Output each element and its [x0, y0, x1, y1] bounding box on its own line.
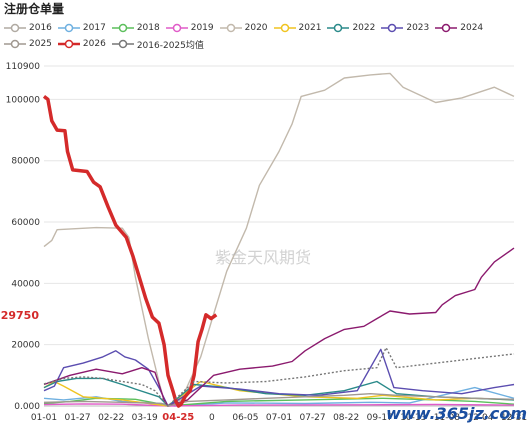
series-line-2019 — [43, 403, 515, 407]
x-tick-label: 07-01 — [266, 413, 292, 423]
legend-item[interactable]: 2016-2025均值 — [111, 36, 204, 52]
legend-item[interactable]: 2017 — [57, 20, 106, 36]
x-tick-label: 10-13 — [400, 413, 426, 423]
y-tick-label: 60000 — [11, 218, 40, 228]
series-line-2020 — [43, 72, 515, 407]
legend-item[interactable]: 2019 — [165, 20, 214, 36]
legend-item[interactable]: 2026 — [57, 36, 106, 52]
legend-item[interactable]: 2023 — [381, 20, 429, 36]
site-watermark: www.365jz.com — [386, 404, 527, 423]
x-tick-label: 08-22 — [333, 413, 359, 423]
y-tick-label: 110900 — [6, 62, 41, 72]
legend-label: 2016 — [29, 23, 52, 33]
legend-item[interactable]: 2020 — [219, 20, 268, 36]
legend-marker-icon — [273, 23, 296, 33]
legend-label: 2022 — [352, 23, 376, 33]
legend-item[interactable]: 2016 — [4, 20, 52, 36]
legend-label: 2020 — [244, 23, 268, 33]
legend-marker-icon — [327, 23, 350, 33]
series-line-2025 — [43, 393, 515, 407]
legend-marker-icon — [435, 23, 458, 33]
legend-marker-icon — [4, 39, 26, 49]
legend-item[interactable]: 2025 — [4, 36, 52, 52]
x-tick-label: 0 — [209, 413, 215, 423]
y-tick-label: 40000 — [11, 279, 40, 289]
legend: 2016 2017 2018 2019 2020 2021 2022 2023 2024 2025… — [4, 20, 529, 52]
watermark-text: 紫金天风期货 — [215, 248, 312, 267]
legend-marker-icon — [4, 23, 26, 33]
x-tick-label: 06-05 — [232, 413, 258, 423]
legend-marker-icon — [111, 39, 134, 49]
y-tick-label: 80000 — [11, 157, 40, 167]
legend-label: 2023 — [406, 23, 430, 33]
legend-label: 2021 — [298, 23, 322, 33]
series-line-2021 — [43, 380, 515, 407]
series-line-2026 — [42, 95, 218, 408]
series-line-2024 — [43, 247, 515, 407]
legend-label: 2019 — [190, 23, 214, 33]
x-tick-label: 07-27 — [299, 413, 325, 423]
legend-marker-icon — [381, 23, 404, 33]
legend-marker-icon — [111, 23, 134, 33]
legend-label: 2026 — [82, 39, 106, 49]
chart-title: 注册仓单量 — [4, 2, 65, 16]
legend-label: 2024 — [460, 23, 484, 33]
legend-item[interactable]: 2018 — [111, 20, 160, 36]
x-tick-label: 12-31 — [501, 413, 527, 423]
x-tick-label: 11-08 — [434, 413, 460, 423]
x-tick-label: 01-27 — [64, 413, 90, 423]
legend-label: 2025 — [29, 39, 52, 49]
legend-marker-icon — [57, 39, 80, 49]
current-value-label: 29750 — [1, 309, 40, 322]
x-tick-label: 09-17 — [367, 413, 393, 423]
y-tick-label: 0.000 — [14, 402, 40, 412]
x-tick-label: 01-01 — [31, 413, 57, 423]
legend-label: 2016-2025均值 — [136, 40, 204, 51]
series-line-2022 — [43, 377, 515, 407]
x-tick-label-highlight: 04-25 — [162, 412, 194, 423]
legend-item[interactable]: 2021 — [273, 20, 322, 36]
legend-item[interactable]: 2024 — [435, 20, 483, 36]
y-tick-label: 100000 — [6, 95, 41, 105]
series-line-2016-2025均值 — [43, 347, 515, 407]
legend-marker-icon — [57, 23, 80, 33]
legend-item[interactable]: 2022 — [327, 20, 375, 36]
x-tick-label: 03-19 — [132, 413, 158, 423]
x-tick-label: 02-22 — [98, 413, 124, 423]
y-tick-label: 20000 — [11, 341, 40, 351]
legend-label: 2018 — [136, 23, 160, 33]
x-tick-label: 12-04 — [467, 413, 493, 423]
legend-label: 2017 — [82, 23, 106, 33]
legend-marker-icon — [165, 23, 188, 33]
legend-marker-icon — [219, 23, 242, 33]
